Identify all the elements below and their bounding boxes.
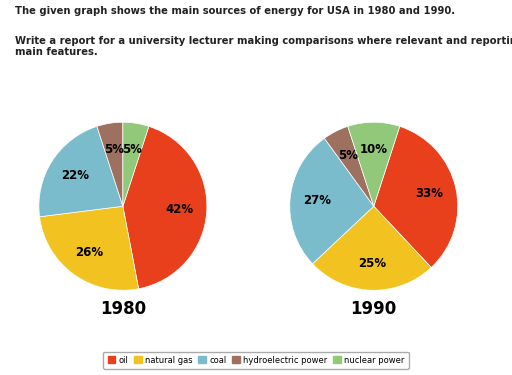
Text: 5%: 5% <box>338 149 358 162</box>
Text: Write a report for a university lecturer making comparisons where relevant and r: Write a report for a university lecturer… <box>15 36 512 57</box>
Legend: oil, natural gas, coal, hydroelectric power, nuclear power: oil, natural gas, coal, hydroelectric po… <box>103 352 409 369</box>
Text: The given graph shows the main sources of energy for USA in 1980 and 1990.: The given graph shows the main sources o… <box>15 6 456 16</box>
Text: 27%: 27% <box>303 194 331 207</box>
Text: 22%: 22% <box>60 169 89 182</box>
Text: 25%: 25% <box>358 257 386 270</box>
Text: 26%: 26% <box>75 246 103 259</box>
Wedge shape <box>39 206 139 290</box>
Wedge shape <box>123 126 207 289</box>
Text: 5%: 5% <box>104 143 124 156</box>
Wedge shape <box>97 122 123 206</box>
Wedge shape <box>348 122 400 206</box>
Text: 1980: 1980 <box>100 300 146 318</box>
Wedge shape <box>374 126 458 267</box>
Text: 42%: 42% <box>166 203 194 216</box>
Text: 33%: 33% <box>416 187 443 200</box>
Wedge shape <box>312 206 431 290</box>
Wedge shape <box>325 126 374 206</box>
Text: 5%: 5% <box>122 143 142 156</box>
Text: 10%: 10% <box>360 142 388 156</box>
Wedge shape <box>39 126 123 217</box>
Wedge shape <box>290 138 374 264</box>
Wedge shape <box>123 122 149 206</box>
Text: 1990: 1990 <box>351 300 397 318</box>
